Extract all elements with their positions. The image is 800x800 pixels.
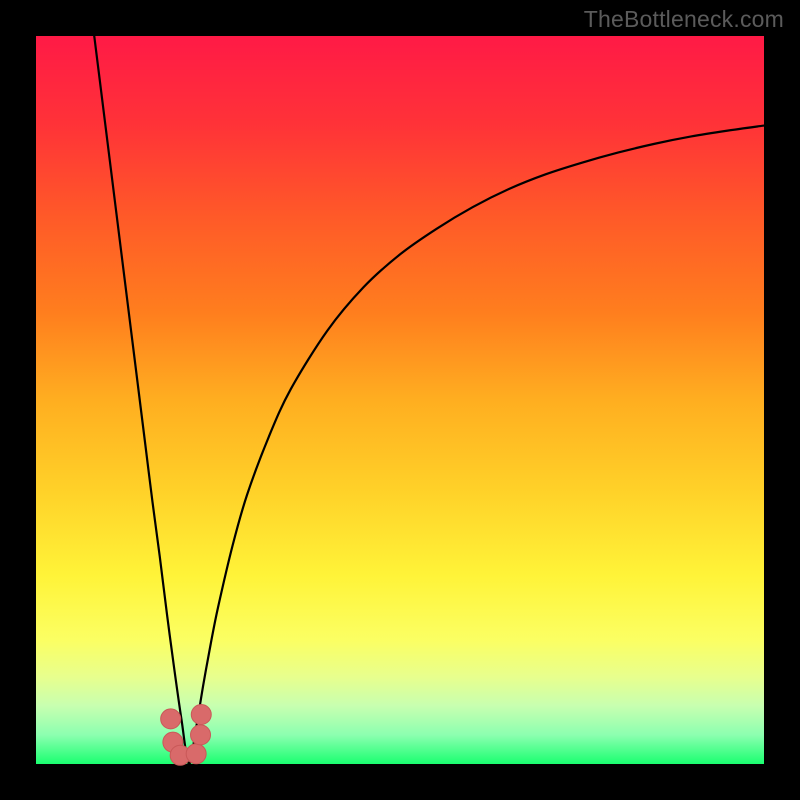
- chart-svg: [0, 0, 800, 800]
- data-marker: [161, 709, 181, 729]
- data-marker: [186, 744, 206, 764]
- data-marker: [191, 725, 211, 745]
- gradient-background: [36, 36, 764, 764]
- watermark-text: TheBottleneck.com: [584, 6, 784, 33]
- chart-canvas: TheBottleneck.com: [0, 0, 800, 800]
- data-marker: [191, 704, 211, 724]
